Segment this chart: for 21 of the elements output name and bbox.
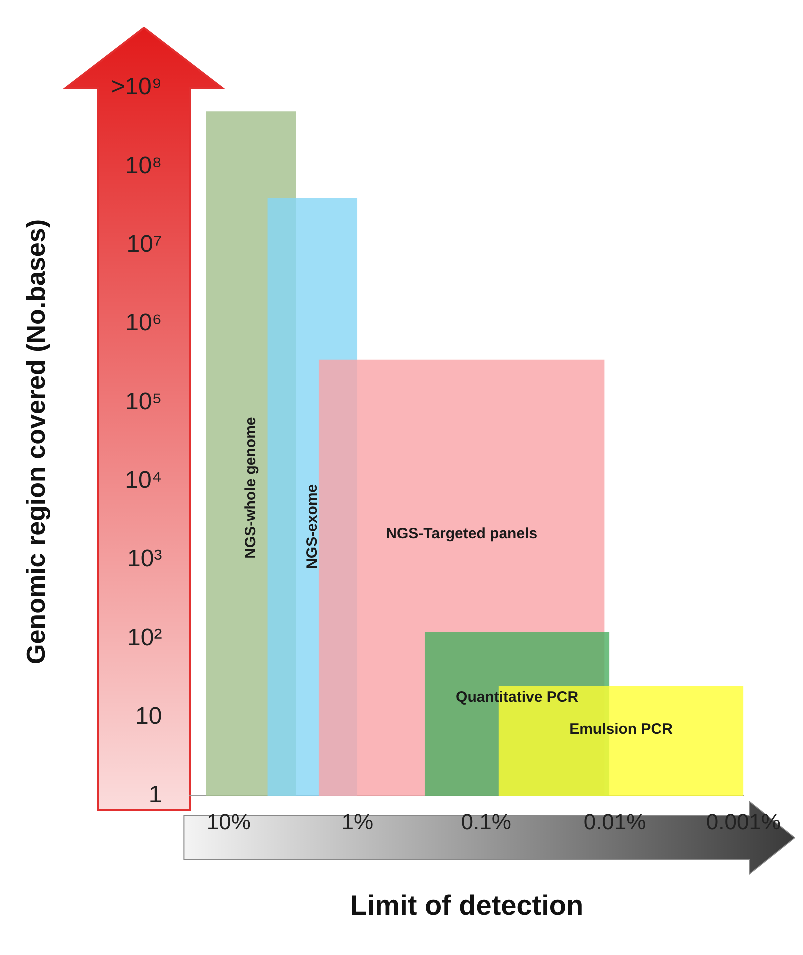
- y-tick-label: >10⁹: [111, 74, 162, 101]
- series-label: NGS-Targeted panels: [386, 525, 538, 542]
- y-tick-label: 10²: [128, 624, 162, 652]
- x-tick-label: 1%: [342, 809, 374, 834]
- x-axis-title: Limit of detection: [350, 890, 584, 921]
- x-tick-label: 0.01%: [584, 809, 646, 834]
- y-tick-label: 10⁷: [126, 230, 162, 258]
- y-tick-label: 10⁴: [125, 466, 162, 494]
- y-tick-label: 10³: [128, 546, 162, 573]
- x-tick-label: 0.1%: [461, 809, 512, 834]
- y-tick-label: 10⁸: [125, 152, 162, 180]
- series-label: Emulsion PCR: [570, 721, 674, 738]
- y-axis-title: Genomic region covered (No.bases): [20, 219, 51, 665]
- series-label: NGS-whole genome: [242, 417, 260, 559]
- series-label: Quantitative PCR: [456, 689, 579, 706]
- y-tick-label: 10⁶: [126, 310, 162, 337]
- y-tick-label: 10: [135, 702, 162, 730]
- y-tick-label: 1: [148, 782, 162, 809]
- y-tick-label: 10⁵: [126, 388, 162, 416]
- series-label: NGS-exome: [304, 484, 321, 570]
- x-tick-label: 10%: [206, 809, 251, 834]
